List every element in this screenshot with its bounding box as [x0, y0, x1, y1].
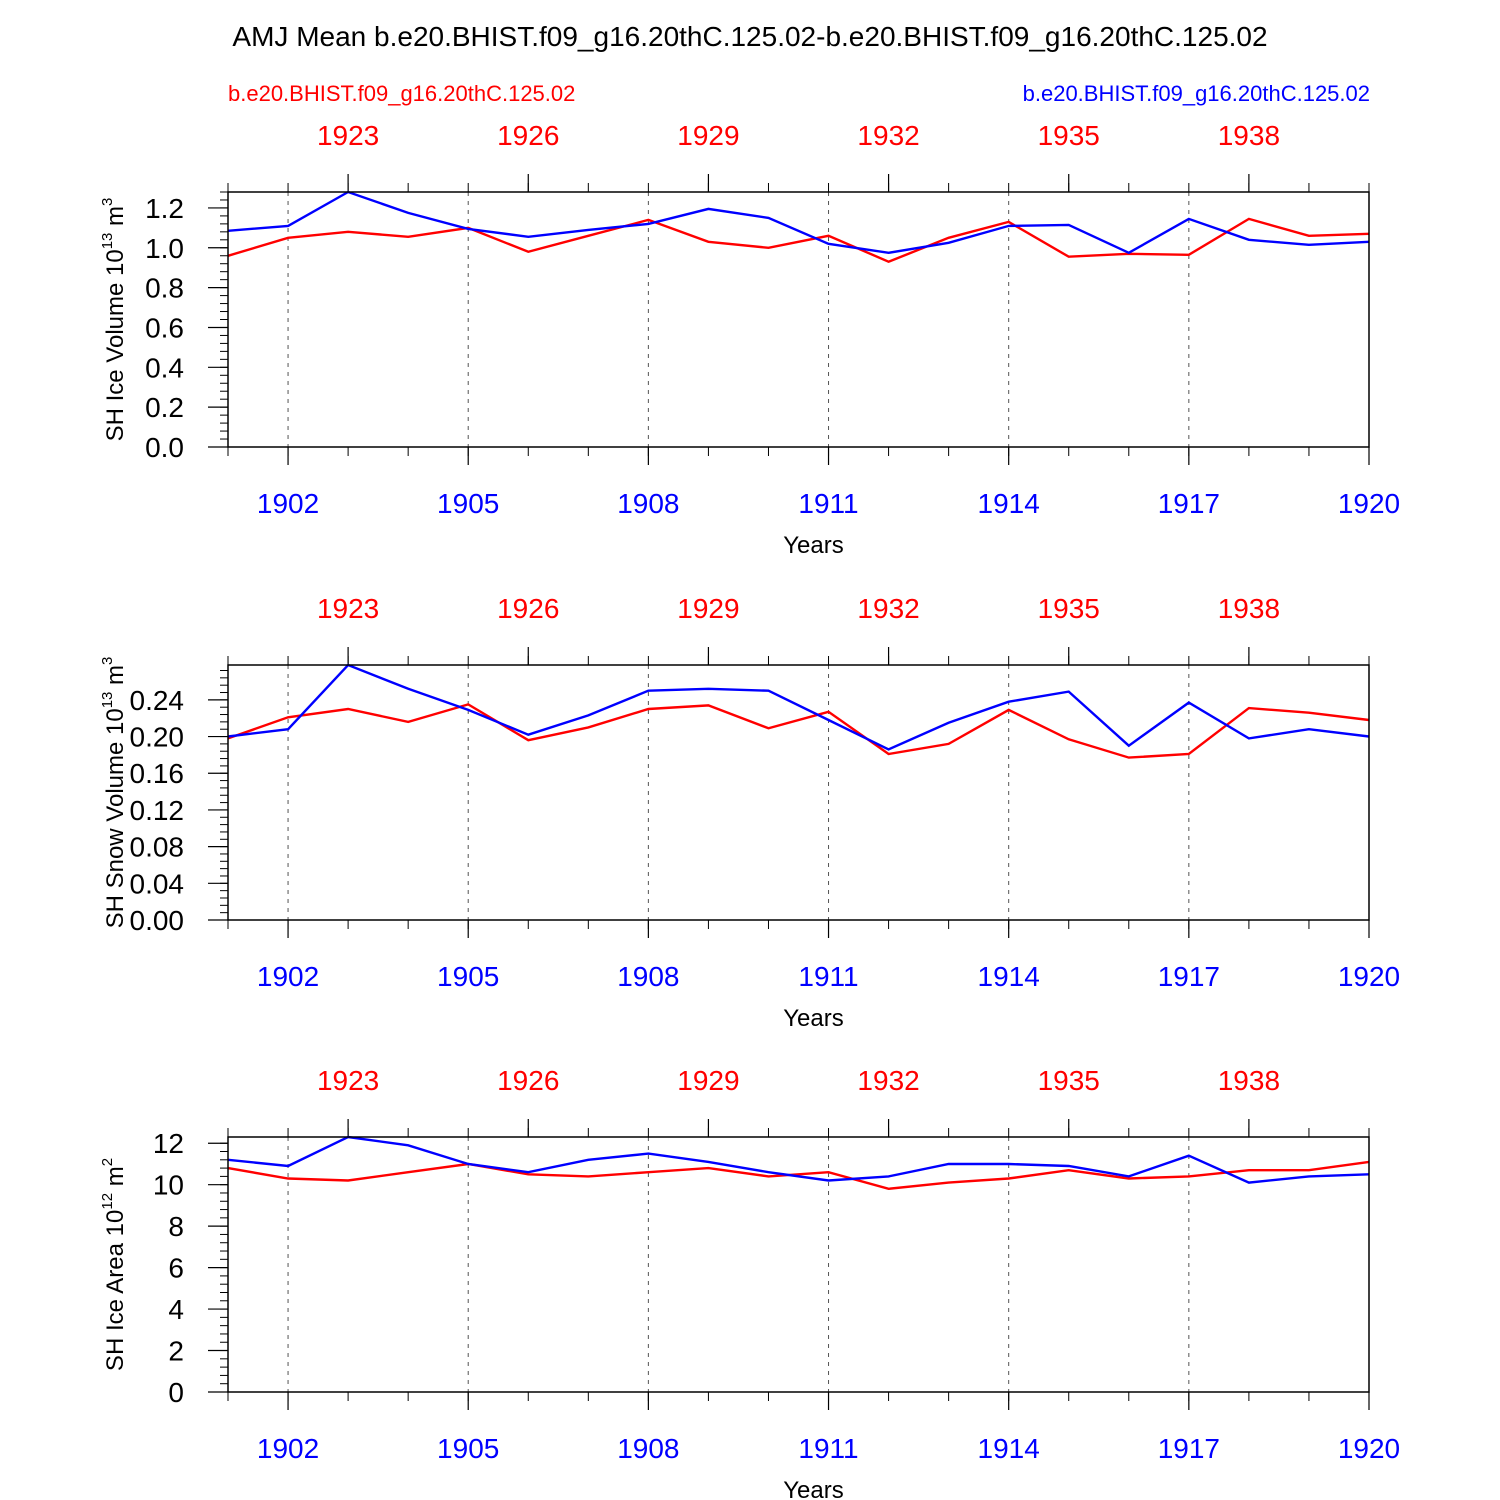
top-tick-label: 1935	[1038, 593, 1100, 624]
right-subtitle: b.e20.BHIST.f09_g16.20thC.125.02	[1023, 81, 1370, 106]
top-tick-label: 1938	[1218, 593, 1280, 624]
y-label-exponent: 13	[99, 233, 116, 250]
x-tick-label: 1905	[437, 488, 499, 519]
series-line-blue	[227, 190, 1370, 255]
top-tick-label: 1935	[1038, 1065, 1100, 1096]
y-tick-label: 8	[168, 1211, 184, 1242]
x-tick-label: 1911	[798, 1433, 858, 1464]
y-tick-label: 1.0	[145, 233, 184, 264]
x-axis-label: Years	[783, 532, 844, 559]
x-tick-label: 1911	[798, 961, 858, 992]
series-line-red	[227, 1160, 1370, 1191]
top-tick-label: 1926	[497, 593, 559, 624]
y-label-part: SH Ice Area 10	[102, 1210, 129, 1371]
series-line-blue	[227, 663, 1370, 751]
plot-frame	[227, 191, 1370, 448]
y-label-exponent: 3	[99, 657, 116, 665]
x-tick-label: 1908	[617, 961, 679, 992]
top-tick-label: 1923	[317, 1065, 379, 1096]
y-tick-label: 10	[153, 1170, 184, 1201]
x-tick-label: 1914	[978, 488, 1040, 519]
top-tick-label: 1938	[1218, 120, 1280, 151]
y-tick-label: 0.2	[145, 392, 184, 423]
y-tick-label: 0.08	[130, 832, 185, 863]
y-label-exponent: 13	[99, 692, 116, 709]
x-tick-label: 1902	[257, 1433, 319, 1464]
top-tick-label: 1929	[677, 593, 739, 624]
x-tick-label: 1914	[978, 961, 1040, 992]
x-tick-label: 1920	[1338, 488, 1400, 519]
y-tick-label: 0.04	[130, 868, 185, 899]
y-tick-label: 4	[168, 1294, 184, 1325]
y-tick-label: 0	[168, 1377, 184, 1408]
x-tick-label: 1911	[798, 488, 858, 519]
y-tick-label: 0.00	[130, 905, 185, 936]
x-tick-label: 1914	[978, 1433, 1040, 1464]
y-axis-label: SH Ice Volume 1013 m3	[99, 198, 129, 442]
y-axis-label: SH Snow Volume 1013 m3	[99, 657, 129, 929]
figure-title: AMJ Mean b.e20.BHIST.f09_g16.20thC.125.0…	[232, 21, 1267, 52]
series-line-red	[227, 703, 1370, 759]
top-tick-label: 1935	[1038, 120, 1100, 151]
top-tick-label: 1926	[497, 1065, 559, 1096]
y-label-exponent: 12	[99, 1193, 116, 1210]
top-tick-label: 1926	[497, 120, 559, 151]
chart-panel-2: 1902 1905 1908 1911 1914 1917 1920 1923 1926 1929…	[99, 593, 1400, 1032]
x-tick-label: 1920	[1338, 1433, 1400, 1464]
y-axis-label: SH Ice Area 1012 m2	[99, 1158, 129, 1371]
top-tick-label: 1932	[857, 1065, 919, 1096]
x-axis-label: Years	[783, 1005, 844, 1032]
y-tick-label: 0.8	[145, 273, 184, 304]
top-tick-label: 1929	[677, 1065, 739, 1096]
x-tick-label: 1902	[257, 961, 319, 992]
y-tick-label: 12	[153, 1128, 184, 1159]
top-tick-label: 1938	[1218, 1065, 1280, 1096]
x-tick-label: 1920	[1338, 961, 1400, 992]
series-line-red	[227, 217, 1370, 263]
y-label-part: m	[102, 1166, 129, 1193]
series-line-blue	[227, 1135, 1370, 1184]
top-tick-label: 1932	[857, 593, 919, 624]
chart-panel-1: 1902 1905 1908 1911 1914 1917 1920 1923 1926 1929…	[99, 120, 1400, 559]
y-label-exponent: 2	[99, 1158, 116, 1166]
y-tick-label: 2	[168, 1336, 184, 1367]
y-tick-label: 0.4	[145, 352, 184, 383]
x-tick-label: 1917	[1158, 1433, 1220, 1464]
y-tick-label: 0.6	[145, 312, 184, 343]
plot-frame	[227, 664, 1370, 921]
plot-frame	[227, 1136, 1370, 1393]
y-label-exponent: 3	[99, 198, 116, 206]
left-subtitle: b.e20.BHIST.f09_g16.20thC.125.02	[228, 81, 575, 106]
x-tick-label: 1905	[437, 961, 499, 992]
top-tick-label: 1932	[857, 120, 919, 151]
y-label-part: SH Snow Volume 10	[102, 708, 129, 928]
y-tick-label: 0.0	[145, 432, 184, 463]
y-label-part: m	[102, 665, 129, 692]
y-tick-label: 0.24	[130, 685, 185, 716]
y-tick-label: 6	[168, 1253, 184, 1284]
y-tick-label: 0.16	[130, 758, 185, 789]
top-tick-label: 1929	[677, 120, 739, 151]
x-tick-label: 1908	[617, 1433, 679, 1464]
x-tick-label: 1902	[257, 488, 319, 519]
x-tick-label: 1917	[1158, 961, 1220, 992]
x-axis-label: Years	[783, 1477, 844, 1500]
y-label-part: m	[102, 206, 129, 233]
y-label-part: SH Ice Volume 10	[102, 249, 129, 441]
top-tick-label: 1923	[317, 593, 379, 624]
x-tick-label: 1905	[437, 1433, 499, 1464]
chart-panel-3: 1902 1905 1908 1911 1914 1917 1920 1923 1926 1929…	[99, 1065, 1400, 1500]
x-tick-label: 1917	[1158, 488, 1220, 519]
y-tick-label: 0.12	[130, 795, 185, 826]
y-tick-label: 1.2	[145, 193, 184, 224]
y-tick-label: 0.20	[130, 722, 185, 753]
top-tick-label: 1923	[317, 120, 379, 151]
x-tick-label: 1908	[617, 488, 679, 519]
